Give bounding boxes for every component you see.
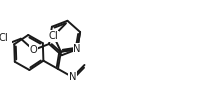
Text: N: N: [74, 44, 81, 54]
Text: Cl: Cl: [48, 31, 58, 41]
Text: O: O: [30, 45, 37, 55]
Text: S: S: [50, 31, 57, 41]
Text: Cl: Cl: [0, 33, 8, 43]
Text: N: N: [69, 72, 76, 82]
